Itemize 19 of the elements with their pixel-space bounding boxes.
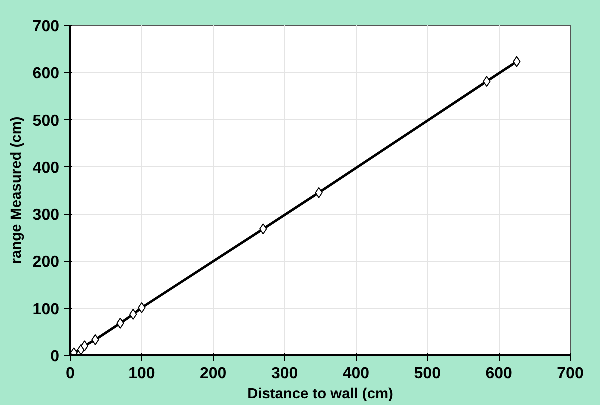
x-tick-label: 0 (66, 366, 76, 382)
point (80, 340, 89, 352)
x-tick-label: 500 (414, 366, 442, 382)
y-tick-label: 300 (32, 207, 60, 224)
x-axis-title: Distance to wall (cm) (248, 386, 394, 402)
y-tick-label: 500 (32, 112, 60, 130)
y-tick-label: 100 (32, 301, 60, 318)
y-axis-title: range Measured (cm) (8, 116, 25, 264)
x-tick-label: 200 (200, 366, 227, 382)
x-tick-label: 400 (342, 366, 370, 382)
x-tick-label: 300 (271, 366, 298, 382)
y-tick-label: 0 (50, 348, 60, 366)
y-tick-label: 400 (32, 160, 60, 177)
x-tick-label: 700 (557, 366, 584, 382)
y-tick-label: 700 (32, 18, 60, 36)
x-tick-label: 600 (486, 366, 513, 382)
y-tick-label: 200 (32, 254, 60, 272)
x-tick-label: 100 (128, 366, 156, 382)
y-tick-label: 600 (32, 66, 60, 83)
